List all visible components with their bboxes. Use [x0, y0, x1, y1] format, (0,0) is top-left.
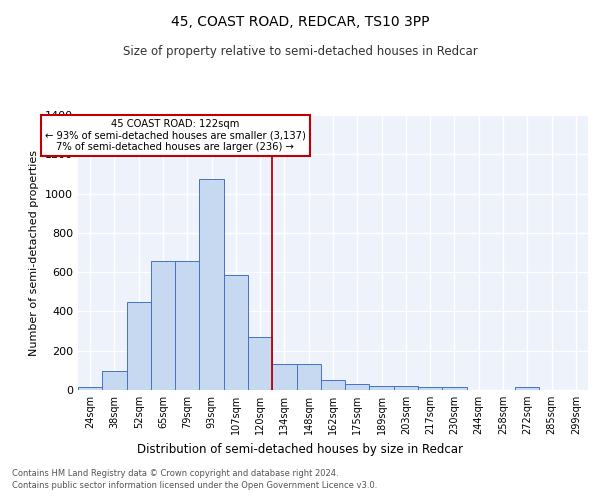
Bar — [394, 386, 418, 390]
Bar — [272, 364, 296, 390]
Bar — [151, 261, 175, 390]
Bar — [418, 387, 442, 390]
Bar — [199, 179, 224, 390]
Bar — [175, 261, 199, 390]
Bar — [321, 380, 345, 390]
Text: Contains HM Land Registry data © Crown copyright and database right 2024.: Contains HM Land Registry data © Crown c… — [12, 468, 338, 477]
Bar — [127, 302, 151, 390]
Y-axis label: Number of semi-detached properties: Number of semi-detached properties — [29, 150, 40, 356]
Text: 45 COAST ROAD: 122sqm
← 93% of semi-detached houses are smaller (3,137)
7% of se: 45 COAST ROAD: 122sqm ← 93% of semi-deta… — [45, 119, 305, 152]
Bar — [102, 372, 127, 390]
Text: Size of property relative to semi-detached houses in Redcar: Size of property relative to semi-detach… — [122, 45, 478, 58]
Bar — [296, 364, 321, 390]
Text: 45, COAST ROAD, REDCAR, TS10 3PP: 45, COAST ROAD, REDCAR, TS10 3PP — [171, 15, 429, 29]
Bar — [515, 387, 539, 390]
Bar — [224, 275, 248, 390]
Bar — [442, 387, 467, 390]
Bar — [248, 337, 272, 390]
Text: Contains public sector information licensed under the Open Government Licence v3: Contains public sector information licen… — [12, 481, 377, 490]
Bar — [345, 384, 370, 390]
Text: Distribution of semi-detached houses by size in Redcar: Distribution of semi-detached houses by … — [137, 442, 463, 456]
Bar — [370, 386, 394, 390]
Bar — [78, 387, 102, 390]
